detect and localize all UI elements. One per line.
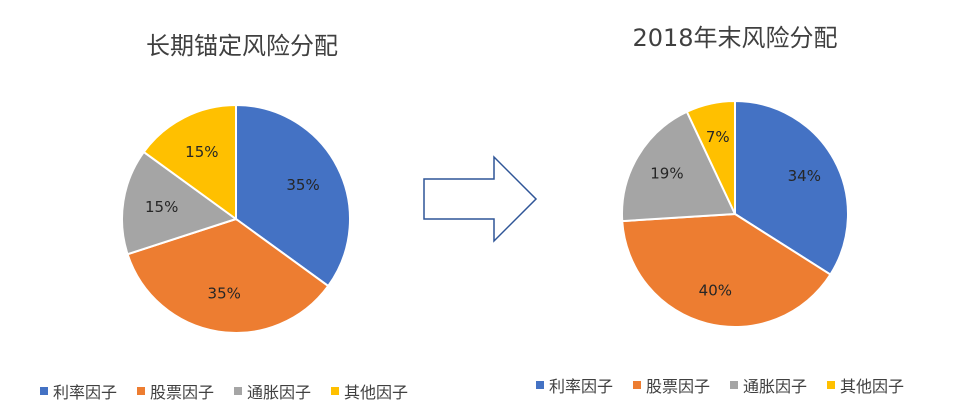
- slice-value-label: 19%: [650, 165, 683, 183]
- legend-swatch: [331, 387, 340, 395]
- legend-label: 其他因子: [344, 383, 409, 402]
- right-legend: 利率因子 股票因子 通胀因子 其他因子: [536, 373, 904, 397]
- slice-rate: [235, 103, 351, 288]
- left-chart-title: 长期锚定风险分配: [146, 32, 338, 60]
- slice-equity: [126, 217, 330, 334]
- legend-item-rate: 利率因子: [40, 379, 117, 403]
- right-pie-chart: 34% 40% 19% 7%: [621, 99, 849, 328]
- legend-item-rate: 利率因子: [536, 373, 613, 397]
- left-legend: 利率因子 股票因子 通胀因子 其他因子: [40, 379, 408, 403]
- legend-label: 利率因子: [53, 383, 118, 402]
- slice-value-label: 40%: [699, 282, 732, 300]
- legend-swatch: [730, 381, 739, 389]
- legend-label: 利率因子: [549, 377, 614, 396]
- legend-item-other: 其他因子: [331, 379, 408, 403]
- slice-value-label: 15%: [145, 198, 178, 216]
- left-pie-chart: 35% 35% 15% 15%: [121, 103, 351, 334]
- legend-label: 其他因子: [840, 377, 905, 396]
- legend-label: 通胀因子: [247, 383, 312, 402]
- slice-value-label: 15%: [185, 143, 218, 161]
- legend-swatch: [234, 387, 243, 395]
- slice-value-label: 35%: [286, 176, 319, 194]
- slice-inflation: [121, 150, 239, 256]
- legend-swatch: [40, 387, 48, 395]
- slice-value-label: 34%: [788, 167, 821, 185]
- slice-other: [685, 99, 736, 215]
- legend-item-inflation: 通胀因子: [234, 379, 311, 403]
- legend-swatch: [827, 381, 836, 389]
- slice-value-label: 35%: [208, 284, 241, 302]
- slice-equity: [621, 212, 832, 328]
- legend-item-inflation: 通胀因子: [730, 373, 807, 397]
- slice-value-label: 7%: [706, 128, 730, 146]
- right-arrow-icon: [423, 155, 538, 243]
- legend-label: 通胀因子: [743, 377, 808, 396]
- slice-inflation: [621, 110, 737, 223]
- legend-item-equity: 股票因子: [633, 373, 710, 397]
- legend-item-other: 其他因子: [827, 373, 904, 397]
- legend-swatch: [536, 381, 544, 389]
- right-chart-title: 2018年末风险分配: [632, 24, 838, 52]
- legend-label: 股票因子: [150, 383, 215, 402]
- legend-swatch: [633, 381, 642, 389]
- legend-label: 股票因子: [646, 377, 711, 396]
- legend-swatch: [137, 387, 146, 395]
- slice-other: [142, 103, 237, 221]
- legend-item-equity: 股票因子: [137, 379, 214, 403]
